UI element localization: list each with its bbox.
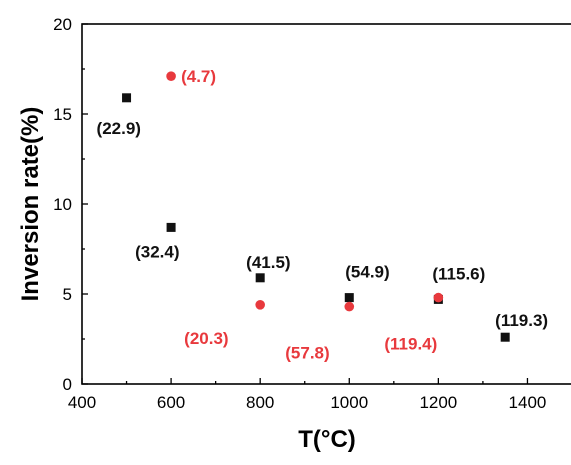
point-label: (54.9)	[345, 263, 389, 282]
circle-marker	[166, 71, 176, 81]
point-label: (22.9)	[97, 119, 141, 138]
y-tick-label: 15	[53, 105, 72, 124]
y-tick-label: 10	[53, 195, 72, 214]
point-label: (57.8)	[285, 344, 329, 363]
y-tick-label: 0	[63, 375, 72, 394]
y-tick-label: 5	[63, 285, 72, 304]
square-marker	[255, 273, 265, 283]
data-labels: (22.9) (32.4) (41.5) (54.9) (115.6) (119.3) (4…	[97, 67, 549, 362]
axis-ticks: 400 600 800 1000 1200 1400 0 5 10 15 20	[53, 15, 547, 412]
circle-marker	[344, 301, 355, 312]
point-label: (115.6)	[432, 264, 485, 283]
point-label: (41.5)	[246, 253, 290, 272]
circle-marker	[433, 292, 444, 303]
point-label: (119.4)	[384, 335, 437, 354]
circle-marker	[255, 300, 265, 310]
x-axis-title: T(°C)	[298, 426, 356, 453]
y-axis-title: Inversion rate(%)	[17, 107, 44, 302]
square-marker	[166, 222, 176, 232]
point-label: (4.7)	[181, 67, 216, 86]
square-marker	[344, 293, 354, 303]
x-tick-label: 1200	[419, 393, 457, 412]
x-tick-label: 1400	[509, 393, 547, 412]
point-label: (20.3)	[184, 329, 228, 348]
x-tick-label: 400	[68, 393, 96, 412]
square-marker	[500, 332, 510, 342]
point-label: (32.4)	[135, 242, 179, 261]
y-tick-label: 20	[53, 15, 72, 34]
point-label: (119.3)	[495, 311, 548, 330]
data-points	[122, 71, 510, 342]
x-tick-label: 800	[246, 393, 274, 412]
square-marker	[122, 93, 132, 103]
x-tick-label: 1000	[330, 393, 368, 412]
x-tick-label: 600	[157, 393, 185, 412]
